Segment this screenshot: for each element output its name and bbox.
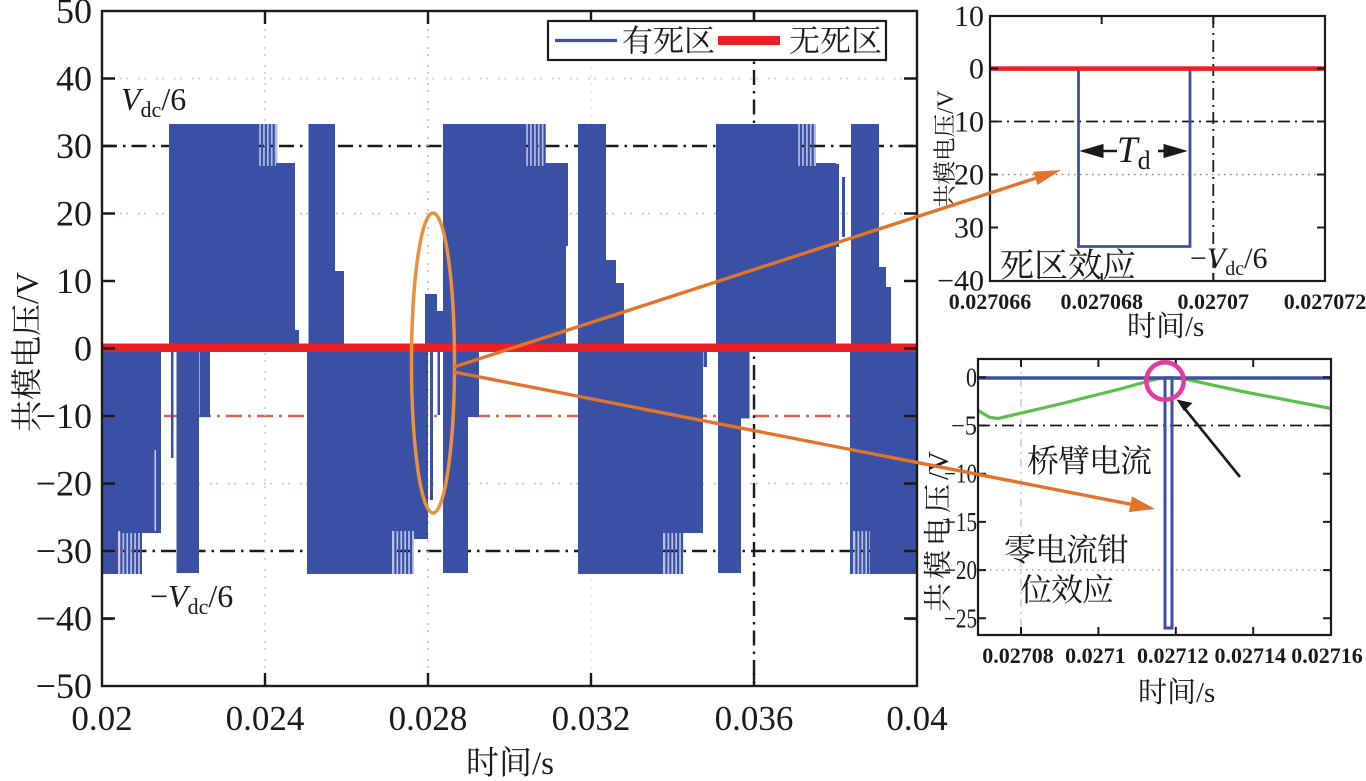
svg-text:0.024: 0.024 — [226, 699, 305, 738]
svg-text:Td: Td — [1117, 130, 1151, 175]
svg-text:50: 50 — [56, 0, 92, 31]
svg-text:10: 10 — [954, 106, 984, 139]
svg-text:0.027068: 0.027068 — [1060, 289, 1143, 314]
svg-text:0.036: 0.036 — [715, 699, 794, 738]
svg-text:−15: −15 — [944, 507, 977, 537]
svg-text:30: 30 — [954, 212, 984, 245]
svg-text:0.04: 0.04 — [886, 699, 947, 738]
svg-text:/s: /s — [532, 746, 554, 781]
svg-text:30: 30 — [56, 126, 92, 166]
svg-text:−25: −25 — [944, 603, 977, 633]
svg-text:−40: −40 — [36, 599, 92, 639]
svg-text:0.027066: 0.027066 — [949, 289, 1032, 314]
svg-text:−5: −5 — [951, 411, 977, 441]
svg-text:10: 10 — [954, 0, 984, 33]
svg-text:−40: −40 — [937, 265, 984, 298]
svg-text:0: 0 — [74, 329, 92, 369]
svg-text:0.02712: 0.02712 — [1137, 643, 1209, 668]
svg-text:20: 20 — [56, 194, 92, 234]
svg-text:0.028: 0.028 — [389, 699, 468, 738]
svg-text:0.02708: 0.02708 — [982, 643, 1054, 668]
svg-text:/s: /s — [1185, 311, 1204, 343]
svg-text:0: 0 — [966, 362, 977, 392]
svg-text:0.027072: 0.027072 — [1284, 289, 1366, 314]
svg-text:/V: /V — [9, 272, 45, 304]
svg-text:10: 10 — [56, 261, 92, 301]
svg-text:0.0271: 0.0271 — [1065, 643, 1126, 668]
svg-text:0: 0 — [969, 53, 984, 86]
svg-text:0.02716: 0.02716 — [1291, 643, 1363, 668]
svg-text:−10: −10 — [36, 396, 92, 436]
svg-text:0.02: 0.02 — [71, 699, 132, 738]
svg-text:Vdc/6: Vdc/6 — [121, 81, 186, 122]
svg-text:0.02714: 0.02714 — [1214, 643, 1286, 668]
svg-text:/V: /V — [933, 90, 959, 114]
svg-text:0.032: 0.032 — [552, 699, 631, 738]
svg-text:−50: −50 — [36, 666, 92, 706]
svg-text:0.02707: 0.02707 — [1178, 289, 1250, 314]
svg-text:−20: −20 — [944, 555, 977, 585]
svg-text:/s: /s — [1196, 677, 1215, 709]
svg-text:40: 40 — [56, 59, 92, 99]
svg-text:−20: −20 — [36, 464, 92, 504]
svg-text:20: 20 — [954, 159, 984, 192]
svg-text:−30: −30 — [36, 531, 92, 571]
